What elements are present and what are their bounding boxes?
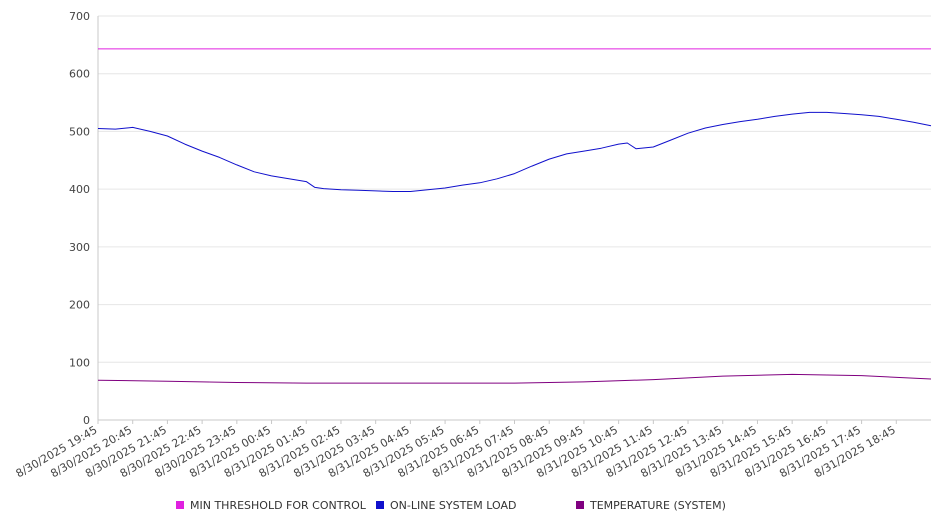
legend-item: ON-LINE SYSTEM LOAD — [376, 499, 516, 512]
legend-swatch — [176, 501, 184, 509]
x-tick-labels: 8/30/2025 19:458/30/2025 20:458/30/2025 … — [14, 423, 898, 480]
series-lines — [97, 48, 932, 384]
y-tick-label: 0 — [83, 414, 90, 427]
legend: MIN THRESHOLD FOR CONTROL ON-LINE SYSTEM … — [176, 499, 726, 512]
y-tick-label: 200 — [69, 299, 90, 312]
y-tick-label: 400 — [69, 183, 90, 196]
series-line-on-line-system-load — [97, 111, 932, 192]
legend-label: MIN THRESHOLD FOR CONTROL — [190, 499, 367, 512]
legend-swatch — [576, 501, 584, 509]
y-tick-label: 600 — [69, 68, 90, 81]
series-line-temperature-system — [97, 373, 932, 384]
y-tick-label: 700 — [69, 10, 90, 23]
y-tick-labels: 0 100 200 300 400 500 600 700 — [69, 10, 90, 427]
legend-label: TEMPERATURE (SYSTEM) — [589, 499, 726, 512]
y-tick-label: 500 — [69, 125, 90, 138]
y-tick-label: 100 — [69, 356, 90, 369]
legend-label: ON-LINE SYSTEM LOAD — [390, 499, 516, 512]
legend-item: MIN THRESHOLD FOR CONTROL — [176, 499, 367, 512]
legend-swatch — [376, 501, 384, 509]
legend-item: TEMPERATURE (SYSTEM) — [576, 499, 726, 512]
y-tick-label: 300 — [69, 241, 90, 254]
grid-lines — [98, 15, 931, 363]
axes — [97, 16, 931, 424]
